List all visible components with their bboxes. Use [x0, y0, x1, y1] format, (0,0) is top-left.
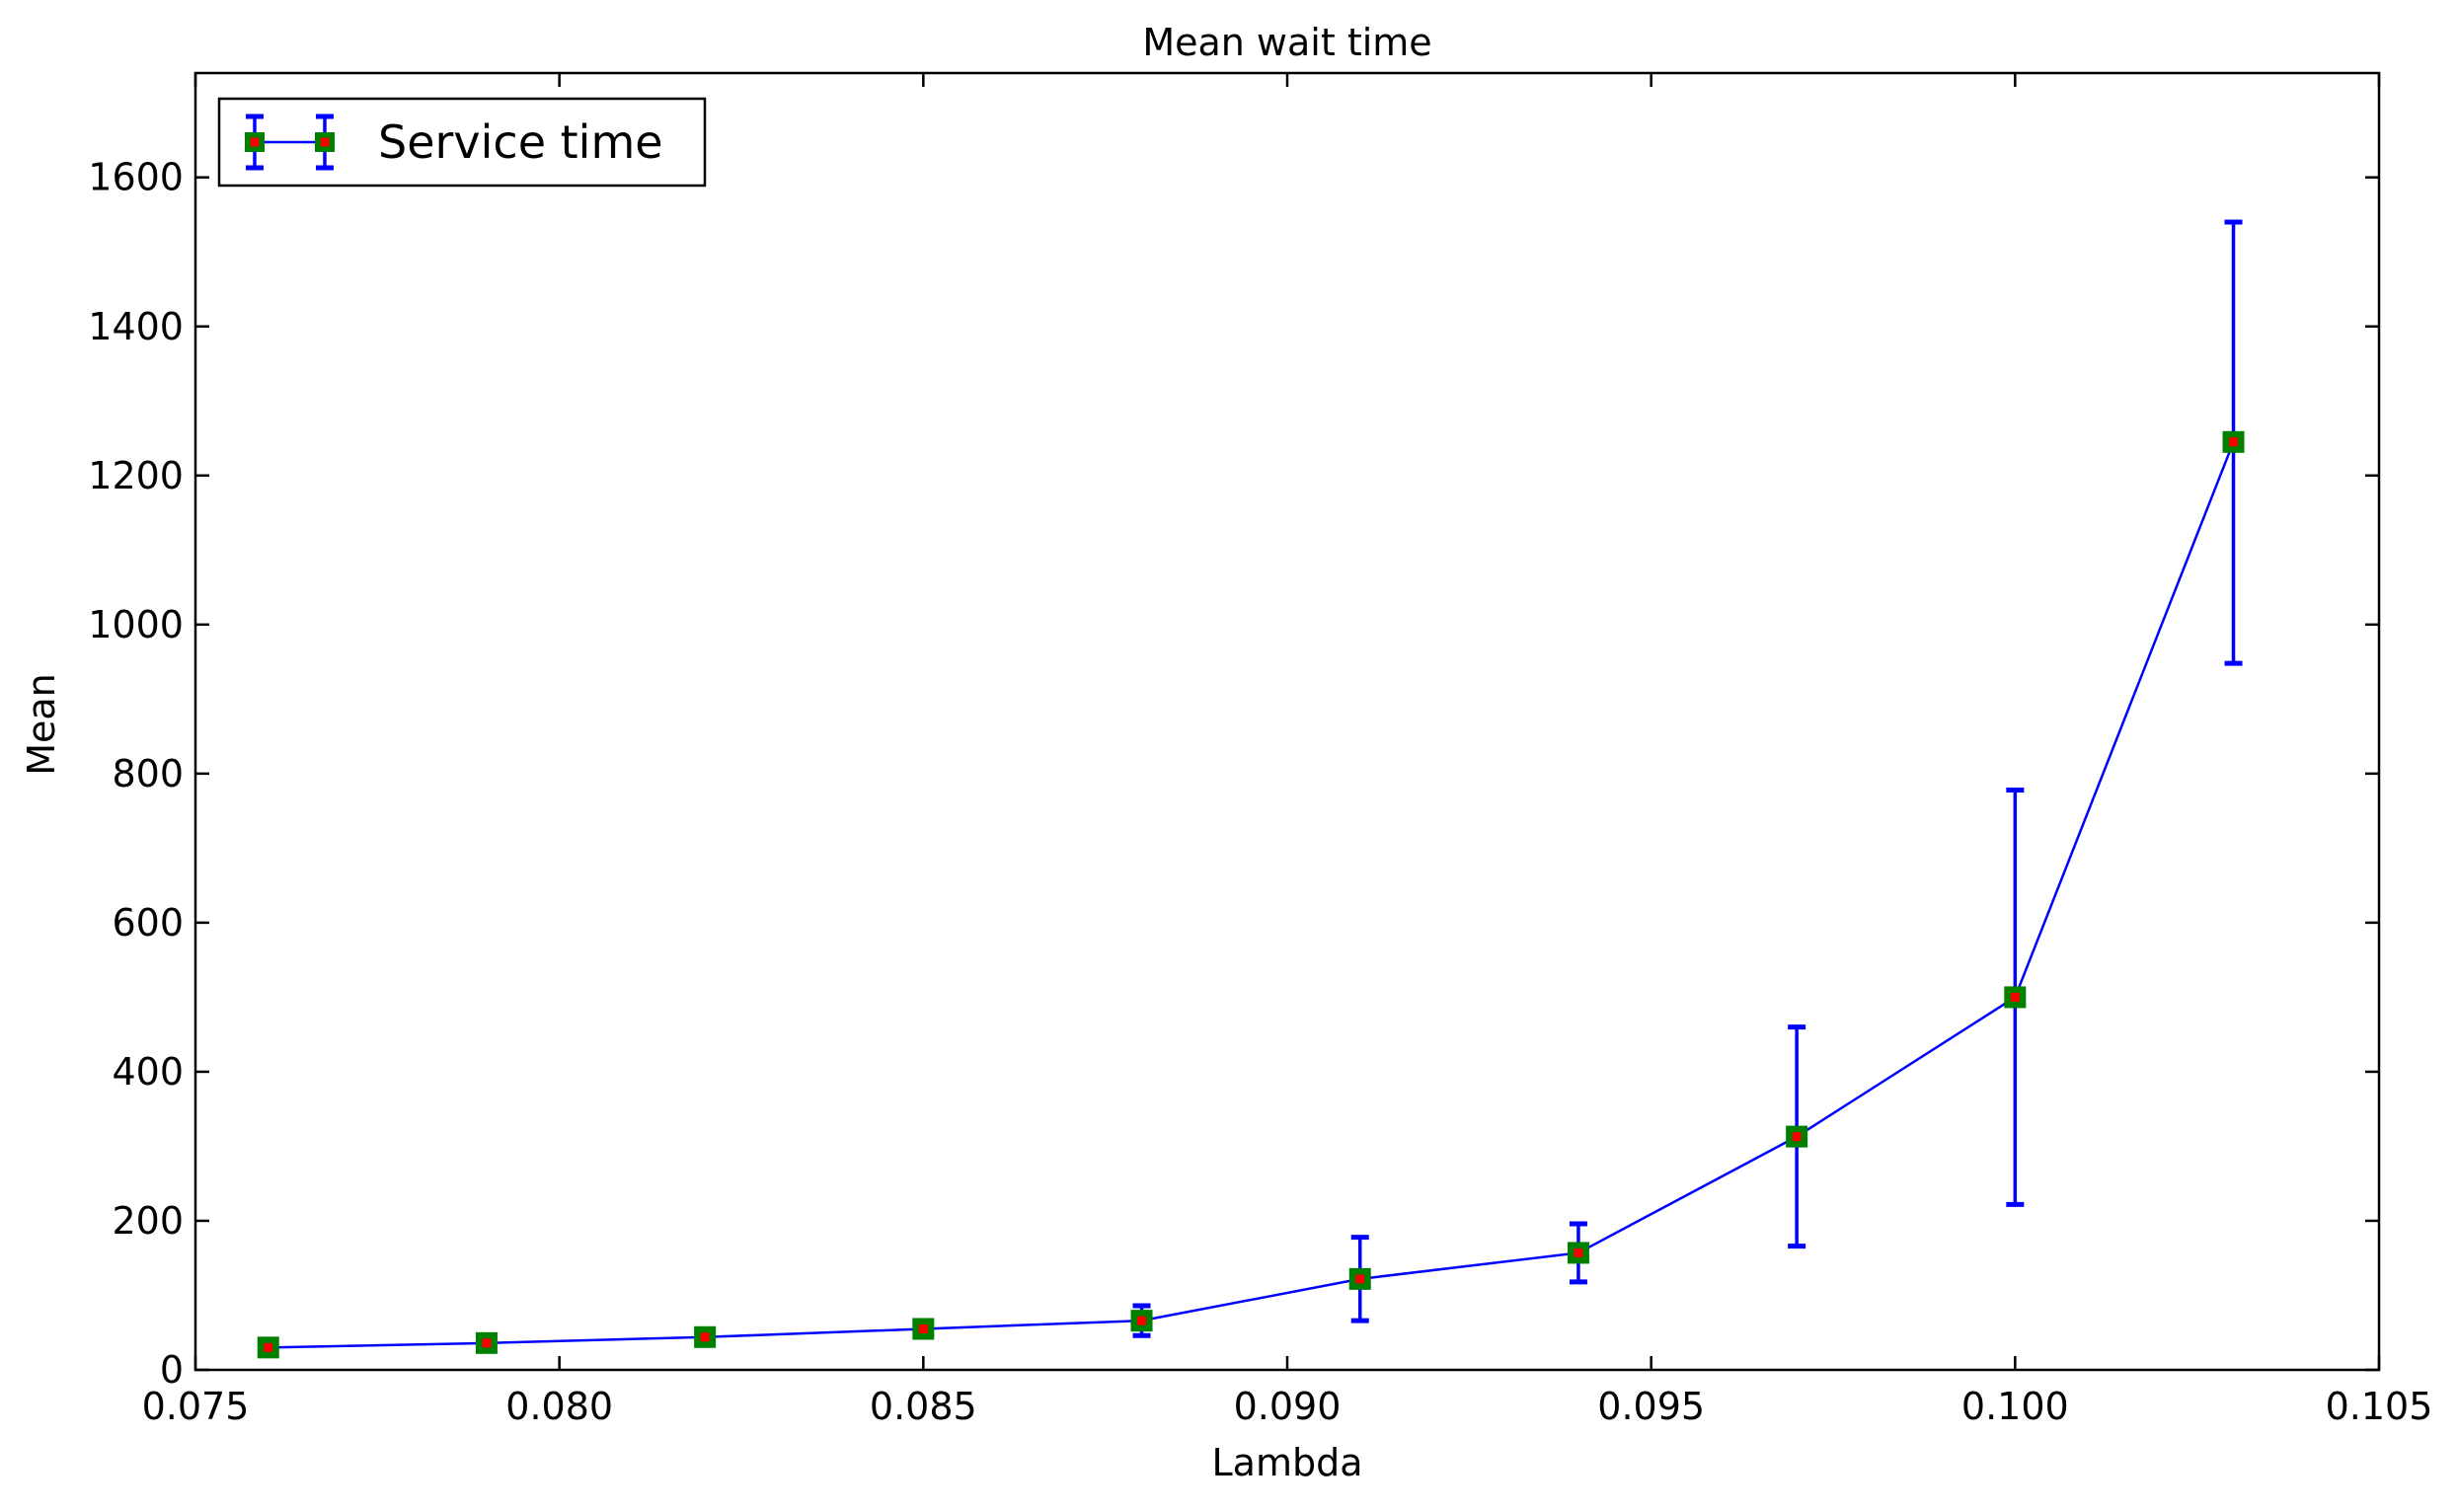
legend-marker-center	[250, 137, 260, 147]
y-tick-label: 1600	[88, 156, 184, 199]
y-tick-label: 800	[112, 752, 184, 795]
legend-marker-center	[320, 137, 330, 147]
y-tick-label: 0	[160, 1348, 184, 1392]
legend-label: Service time	[378, 115, 663, 169]
data-point-center	[1792, 1132, 1802, 1142]
y-tick-label: 1200	[88, 454, 184, 497]
data-point-center	[1574, 1247, 1583, 1257]
data-point-center	[2229, 437, 2239, 447]
y-tick-label: 200	[112, 1199, 184, 1243]
data-point-center	[1355, 1274, 1365, 1284]
legend-box	[217, 97, 707, 188]
data-point-center	[700, 1332, 710, 1342]
data-point-center	[264, 1342, 273, 1352]
y-axis-label: Mean	[20, 673, 63, 776]
data-point-center	[482, 1338, 492, 1348]
x-tick-label: 0.090	[1234, 1385, 1342, 1428]
x-tick-label: 0.085	[870, 1385, 977, 1428]
y-tick-label: 1000	[88, 603, 184, 646]
x-tick-label: 0.095	[1597, 1385, 1705, 1428]
plot-frame	[193, 71, 2381, 1372]
data-point-center	[918, 1323, 928, 1333]
series-line	[268, 441, 2235, 1349]
chart-title: Mean wait time	[1142, 21, 1431, 64]
x-tick-label: 0.080	[505, 1385, 613, 1428]
data-point-center	[2010, 992, 2020, 1002]
x-tick-label: 0.105	[2326, 1385, 2433, 1428]
x-tick-label: 0.100	[1961, 1385, 2069, 1428]
y-tick-label: 400	[112, 1050, 184, 1094]
legend: Service time	[217, 97, 707, 188]
plot-area: 0.075 0.080 0.085 0.090 0.095 0.100 0.105 0 200 4…	[88, 71, 2433, 1428]
y-tick-label: 600	[112, 901, 184, 945]
x-axis-label: Lambda	[1211, 1441, 1362, 1484]
x-tick-label: 0.075	[142, 1385, 250, 1428]
y-tick-label: 1400	[88, 305, 184, 348]
data-point-center	[1137, 1316, 1147, 1325]
